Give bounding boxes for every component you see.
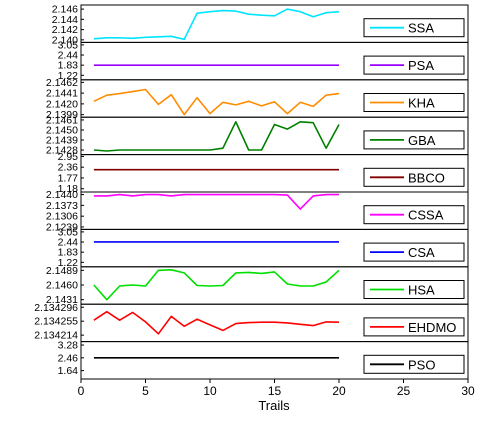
legend-csa: CSA: [363, 242, 465, 262]
x-tick-label: 25: [397, 384, 411, 398]
legend-pso: PSO: [363, 354, 465, 374]
legend-cssa: CSSA: [363, 205, 465, 225]
legend-ssa: SSA: [363, 18, 465, 38]
y-tick-label-psa: 1.22: [58, 70, 79, 82]
x-tick-label: 30: [461, 384, 475, 398]
y-tick-label-cssa: 2.1373: [46, 200, 78, 212]
y-tick-label-hsa: 2.1460: [46, 279, 78, 291]
legend-box-ehdmo: [363, 317, 465, 337]
y-tick-label-cssa: 2.1239: [46, 221, 78, 233]
legend-label-kha: KHA: [408, 96, 435, 111]
legend-gba: GBA: [363, 130, 465, 150]
legend-label-bbco: BBCO: [408, 170, 445, 185]
y-tick-label-bbco: 1.18: [58, 183, 79, 195]
y-tick-label-cssa: 2.1440: [46, 189, 78, 201]
panel-csa: 3.052.441.831.22 CSA: [58, 226, 469, 269]
y-tick-label-ssa: 2.144: [52, 14, 78, 26]
legend-box-ssa: [363, 18, 465, 38]
x-tick-label: 5: [142, 384, 149, 398]
legend-label-cssa: CSSA: [408, 208, 444, 223]
x-tick-label: 10: [203, 384, 217, 398]
panel-psa: 3.052.441.831.22 PSA: [58, 39, 469, 82]
x-axis: 0 5 10 15 20 25 30: [78, 379, 475, 398]
y-tick-label-cssa: 2.1306: [46, 211, 78, 223]
y-tick-label-psa: 3.05: [58, 39, 79, 51]
y-tick-label-psa: 1.83: [58, 60, 79, 72]
legend-label-gba: GBA: [408, 133, 436, 148]
y-tick-label-kha: 2.1399: [46, 109, 78, 121]
series-line-hsa: [93, 268, 340, 301]
y-tick-label-ehdmo: 2.134214: [34, 330, 78, 342]
y-tick-label-ehdmo: 2.134296: [34, 302, 78, 314]
y-tick-label-hsa: 2.1489: [46, 265, 78, 277]
y-tick-label-csa: 1.83: [58, 247, 79, 259]
y-tick-label-kha: 2.1462: [46, 77, 78, 89]
y-tick-label-csa: 2.44: [58, 237, 79, 249]
y-tick-label-pso: 1.64: [58, 365, 79, 377]
legend-box-psa: [363, 55, 465, 75]
panel-ehdmo: 2.134296 2.134255 2.134214 EHDMO: [34, 302, 469, 343]
y-tick-label-ssa: 2.140: [52, 34, 78, 46]
y-tick-label-csa: 3.05: [58, 226, 79, 238]
legend-box-cssa: [363, 205, 465, 225]
panel-hsa: 2.1489 2.1460 2.1431 HSA: [46, 265, 469, 306]
legend-ehdmo: EHDMO: [363, 317, 465, 337]
legend-box-pso: [363, 354, 465, 374]
series-line-gba: [93, 121, 340, 152]
legend-label-pso: PSO: [408, 357, 435, 372]
y-tick-label-bbco: 2.36: [58, 162, 79, 174]
y-tick-label-pso: 2.46: [58, 352, 79, 364]
y-tick-label-csa: 1.22: [58, 257, 79, 269]
y-tick-label-bbco: 1.77: [58, 172, 79, 184]
y-tick-label-pso: 3.28: [58, 340, 79, 352]
legend-kha: KHA: [363, 93, 465, 112]
legend-bbco: BBCO: [363, 167, 465, 187]
series-line-kha: [93, 88, 340, 116]
panel-bbco: 2.952.361.771.18 BBCO: [58, 151, 469, 195]
y-tick-label-kha: 2.1420: [46, 98, 78, 110]
legend-label-hsa: HSA: [408, 283, 435, 298]
series-line-ehdmo: [93, 310, 340, 335]
x-tick-label: 15: [268, 384, 282, 398]
y-tick-label-ehdmo: 2.134255: [34, 316, 78, 328]
legend-label-ssa: SSA: [408, 21, 434, 36]
legend-label-csa: CSA: [408, 245, 435, 260]
y-tick-label-hsa: 2.1431: [46, 294, 78, 306]
legend-label-psa: PSA: [408, 58, 434, 73]
legend-box-kha: [363, 93, 465, 112]
y-tick-label-psa: 2.44: [58, 50, 79, 62]
series-line-cssa: [93, 193, 339, 210]
y-tick-label-gba: 2.1461: [46, 114, 78, 126]
legend-box-gba: [363, 130, 465, 150]
panels-layer: 2.1462.1442.1422.140SSA3.052.441.831.22P…: [34, 4, 469, 380]
y-tick-label-gba: 2.1428: [46, 145, 78, 157]
y-tick-label-ssa: 2.142: [52, 24, 78, 36]
x-tick-label: 0: [78, 384, 85, 398]
x-tick-label: 20: [332, 384, 346, 398]
y-tick-label-gba: 2.1450: [46, 124, 78, 136]
legend-label-ehdmo: EHDMO: [408, 320, 456, 335]
x-axis-label: Trails: [258, 398, 290, 413]
legend-box-csa: [363, 242, 465, 262]
panel-pso: 3.282.461.64 PSO: [58, 340, 469, 380]
legend-hsa: HSA: [363, 280, 465, 299]
y-tick-label-kha: 2.1441: [46, 88, 78, 100]
legend-box-hsa: [363, 280, 465, 299]
series-line-ssa: [93, 8, 340, 41]
y-tick-label-gba: 2.1439: [46, 135, 78, 147]
legend-box-bbco: [363, 167, 465, 187]
y-tick-label-bbco: 2.95: [58, 151, 79, 163]
legend-psa: PSA: [363, 55, 465, 75]
y-tick-label-ssa: 2.146: [52, 4, 78, 16]
